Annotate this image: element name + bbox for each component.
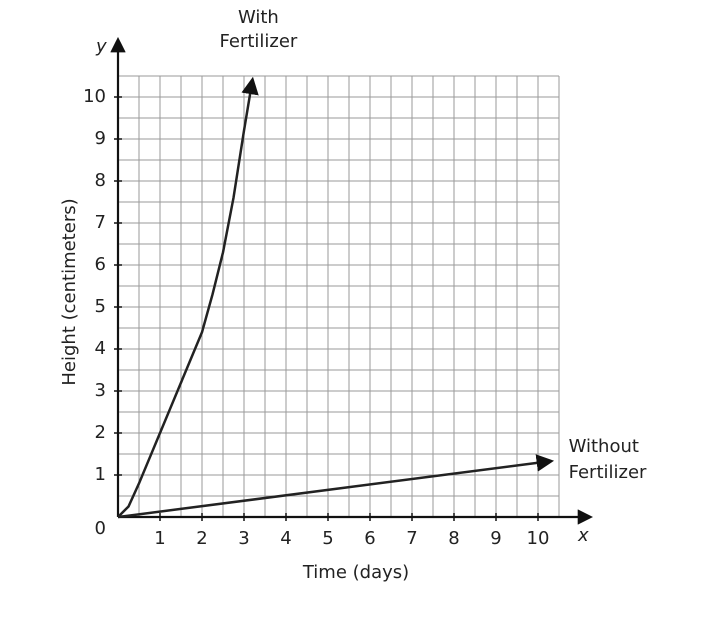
- x-tick-label: 3: [238, 528, 249, 549]
- x-tick-label: 8: [448, 528, 459, 549]
- y-tick-label: 10: [83, 86, 106, 107]
- x-tick-label: 7: [406, 528, 417, 549]
- x-axis-label: Time (days): [302, 562, 409, 583]
- y-tick-label: 1: [95, 464, 106, 485]
- x-tick-label: 2: [196, 528, 207, 549]
- y-tick-label: 0: [95, 518, 106, 539]
- x-tick-label: 4: [280, 528, 291, 549]
- y-tick-label: 9: [95, 128, 106, 149]
- y-tick-label: 3: [95, 380, 106, 401]
- series-line: [117, 454, 555, 519]
- x-tick-label: 1: [154, 528, 165, 549]
- series-line: [117, 76, 259, 518]
- x-tick-label: 6: [364, 528, 375, 549]
- y-tick-label: 7: [95, 212, 106, 233]
- series-label: Fertilizer: [569, 462, 647, 483]
- y-tick-label: 2: [95, 422, 106, 443]
- series-label: Without: [569, 436, 639, 457]
- y-axis-letter: y: [95, 36, 107, 57]
- y-axis-label: Height (centimeters): [59, 198, 80, 385]
- y-tick-label: 4: [95, 338, 106, 359]
- series-label: Fertilizer: [219, 31, 297, 52]
- x-axis-letter: x: [577, 525, 589, 546]
- x-tick-label: 5: [322, 528, 333, 549]
- y-tick-label: 5: [95, 296, 106, 317]
- series-label: With: [238, 7, 279, 28]
- x-tick-label: 9: [490, 528, 501, 549]
- x-tick-label: 10: [527, 528, 550, 549]
- y-tick-label: 8: [95, 170, 106, 191]
- y-tick-label: 6: [95, 254, 106, 275]
